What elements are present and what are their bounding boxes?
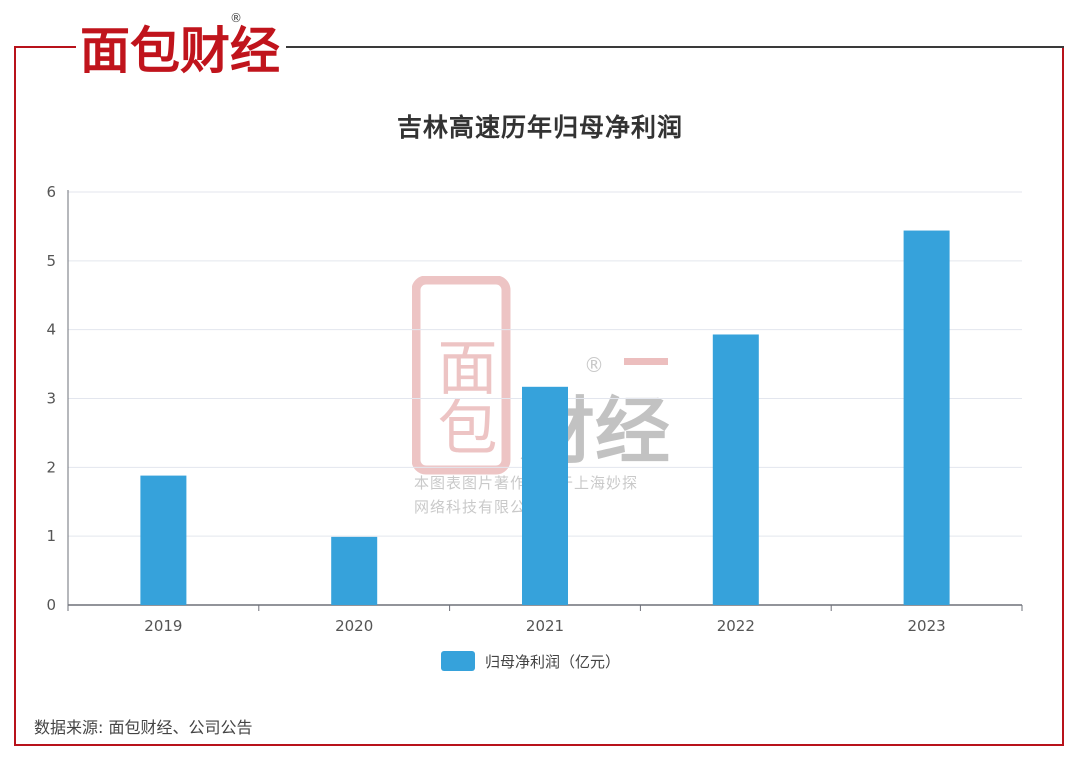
y-tick-label: 1 <box>46 527 56 545</box>
watermark-seal-text: 面包 <box>427 336 497 456</box>
bar-2019 <box>140 475 187 605</box>
x-tick-label: 2022 <box>717 617 755 635</box>
y-tick-label: 0 <box>46 596 56 614</box>
watermark-copyright-line2: 网络科技有限公司 <box>414 498 543 516</box>
frame-top-left-line <box>14 46 76 48</box>
frame-top-right-line <box>286 46 1064 48</box>
brand-name: 面包财经 <box>80 22 280 74</box>
chart-legend[interactable]: 归母净利润（亿元） <box>441 649 620 673</box>
bar-2023 <box>903 230 950 605</box>
y-tick-label: 6 <box>46 183 56 201</box>
brand-logo: 面包财经 ® <box>80 11 280 74</box>
x-tick-label: 2021 <box>526 617 564 635</box>
x-tick-label: 2023 <box>908 617 946 635</box>
bar-2021 <box>522 386 568 605</box>
brand-registered-mark: ® <box>230 11 242 25</box>
x-tick-label: 2020 <box>335 617 373 635</box>
bar-2020 <box>331 536 378 605</box>
x-tick-label: 2019 <box>144 617 182 635</box>
chart-title: 吉林高速历年归母净利润 <box>396 113 683 142</box>
legend-label: 归母净利润（亿元） <box>485 652 621 671</box>
y-tick-label: 3 <box>46 390 56 408</box>
chart-frame <box>14 46 1064 746</box>
y-tick-label: 5 <box>46 252 56 270</box>
data-source-note: 数据来源: 面包财经、公司公告 <box>34 718 253 737</box>
watermark-seal: 面包 <box>412 276 511 475</box>
bar-2022 <box>712 334 759 605</box>
legend-swatch <box>441 651 475 671</box>
y-tick-label: 4 <box>46 321 56 339</box>
y-tick-label: 2 <box>46 458 56 476</box>
watermark-registered-mark: ® <box>584 353 604 377</box>
